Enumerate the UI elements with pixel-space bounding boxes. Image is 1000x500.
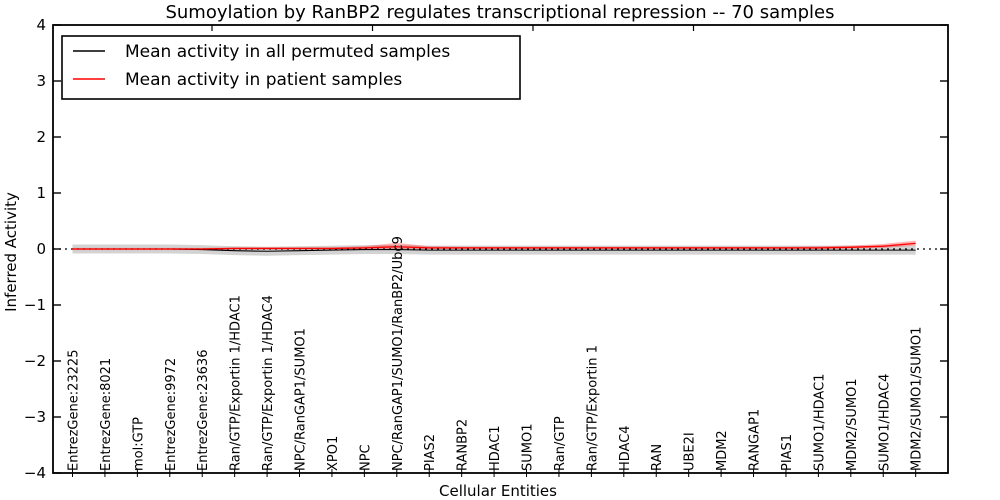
x-tick-label: HDAC4 — [618, 425, 633, 471]
x-tick-label: SUMO1 — [521, 424, 536, 472]
x-tick-label: HDAC1 — [488, 425, 503, 471]
x-tick-label: Ran/GTP/Exportin 1 — [585, 345, 600, 471]
y-tick-label: −1 — [24, 296, 46, 314]
legend-box — [61, 35, 521, 100]
x-tick-label: SUMO1/HDAC4 — [877, 374, 892, 471]
x-tick-label: UBE2I — [683, 432, 698, 471]
y-tick-label: 1 — [36, 184, 46, 202]
plot-border — [52, 24, 949, 474]
legend: Mean activity in all permuted samples Me… — [61, 35, 521, 100]
y-tick-label: −3 — [24, 408, 46, 426]
legend-label-permuted: Mean activity in all permuted samples — [125, 42, 450, 62]
x-tick-label: Ran/GTP/Exportin 1/HDAC1 — [229, 295, 244, 471]
x-tick-label: MDM2/SUMO1/SUMO1 — [910, 327, 925, 471]
x-tick-label: NPC/RanGAP1/SUMO1 — [294, 328, 309, 471]
x-tick-label: NPC/RanGAP1/SUMO1/RanBP2/Ubc9 — [391, 236, 406, 471]
x-axis-label: Cellular Entities — [439, 482, 557, 500]
series-line-patient — [72, 242, 916, 250]
x-tick-label: EntrezGene:23225 — [67, 350, 82, 471]
x-tick-label: Ran/GTP — [553, 416, 568, 471]
x-tick-label: EntrezGene:8021 — [99, 358, 114, 471]
y-tick-label: −4 — [24, 464, 46, 482]
x-tick-label: Ran/GTP/Exportin 1/HDAC4 — [261, 295, 276, 471]
x-tick-label: PIAS1 — [780, 434, 795, 471]
x-tick-label: SUMO1/HDAC1 — [812, 374, 827, 471]
series-line-permuted — [72, 248, 916, 252]
x-tick-label: mol:GTP — [131, 417, 146, 471]
x-tick-label: MDM2 — [715, 430, 730, 471]
plot-area: −4 −3 −2 −1 0 1 2 3 4 EntrezGene:23225 EntrezGene:… — [24, 16, 948, 482]
chart-title: Sumoylation by RanBP2 regulates transcri… — [165, 2, 834, 23]
y-axis-label: Inferred Activity — [2, 192, 20, 312]
x-tick-label: NPC — [358, 444, 373, 471]
x-tick-label: RANBP2 — [456, 419, 471, 471]
x-tick-label: RAN — [650, 444, 665, 471]
legend-label-patient: Mean activity in patient samples — [125, 70, 402, 90]
x-tick-label: PIAS2 — [423, 434, 438, 471]
y-tick-label: 2 — [36, 128, 46, 146]
y-tick-label: −2 — [24, 352, 46, 370]
x-tick-label: MDM2/SUMO1 — [845, 378, 860, 471]
y-tick-label: 0 — [36, 240, 46, 258]
y-tick-label: 4 — [36, 16, 46, 34]
x-tick-label: EntrezGene:23636 — [196, 350, 211, 471]
y-tick-label: 3 — [36, 72, 46, 90]
x-tick-label: EntrezGene:9972 — [164, 358, 179, 471]
x-tick-label: RANGAP1 — [748, 409, 763, 471]
x-tick-label: XPO1 — [326, 436, 341, 471]
